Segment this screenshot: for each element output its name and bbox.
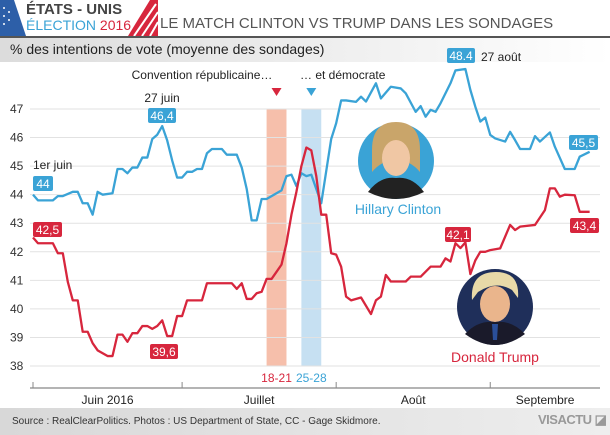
dem-convention-caption: … et démocrate <box>300 68 386 82</box>
clinton-start-value-box <box>33 176 53 191</box>
y-tick-label: 44 <box>10 188 24 202</box>
header: ÉTATS - UNIS ÉLECTION 2016 LE MATCH CLIN… <box>0 0 610 38</box>
clinton-june-value-box <box>148 108 176 123</box>
brand-subtitle: ÉLECTION 2016 <box>26 17 131 33</box>
rep-convention-caption: Convention républicaine… <box>132 68 273 82</box>
month-label: Septembre <box>516 393 575 407</box>
convention-band <box>266 109 287 366</box>
us-flag-icon <box>0 0 26 36</box>
y-axis-label: % des intentions de vote (moyenne des so… <box>10 41 325 57</box>
clinton-end-value-box <box>569 135 598 150</box>
stripes-icon <box>128 0 158 36</box>
clinton-peak-value-box <box>447 48 475 63</box>
clinton-peak-value: 48.4 <box>449 49 473 63</box>
month-label: Juillet <box>244 393 275 407</box>
aug-27-label: 27 août <box>481 50 522 64</box>
y-tick-label: 47 <box>10 102 24 116</box>
y-tick-label: 39 <box>10 330 24 344</box>
trump-low-value-box <box>150 344 178 359</box>
brand-year: 2016 <box>99 17 132 33</box>
page-title: LE MATCH CLINTON VS TRUMP DANS LES SONDA… <box>160 15 554 32</box>
visactu-logo: VISACTU ◪ <box>538 412 607 427</box>
brand-title: ÉTATS - UNIS <box>26 1 123 18</box>
trump-portrait <box>457 269 533 345</box>
clinton-end-value: 45,5 <box>572 136 596 150</box>
clinton-june-value: 46,4 <box>150 109 174 123</box>
trump-aug-value-box <box>445 227 471 242</box>
brand-election: ÉLECTION <box>26 17 97 33</box>
y-tick-label: 45 <box>10 159 24 173</box>
trump-low-value: 39,6 <box>152 345 176 359</box>
clinton-start-value: 44 <box>36 177 50 191</box>
month-label: Juin 2016 <box>82 393 134 407</box>
clinton-portrait <box>358 122 434 199</box>
footer <box>0 408 610 435</box>
month-label: Août <box>401 393 426 407</box>
source-text: Source : RealClearPolitics. Photos : US … <box>12 416 381 427</box>
trump-name-label: Donald Trump <box>451 349 539 365</box>
trump-end-value-box <box>570 218 599 233</box>
convention-band <box>301 109 322 366</box>
y-tick-label: 42 <box>10 245 24 259</box>
first-june-label: 1er juin <box>33 158 72 172</box>
trump-line <box>32 146 590 358</box>
band-date-label: 18-21 <box>261 371 292 385</box>
trump-start-value-box <box>33 222 62 237</box>
convention-marker-icon <box>306 88 317 96</box>
clinton-name-label: Hillary Clinton <box>355 201 441 217</box>
convention-marker-icon <box>271 88 282 96</box>
y-tick-label: 43 <box>10 216 24 230</box>
trump-start-value: 42,5 <box>36 223 60 237</box>
y-tick-label: 38 <box>10 359 24 373</box>
subtitle-bar <box>0 38 610 62</box>
trump-aug-value: 42,1 <box>446 228 470 242</box>
trump-end-value: 43,4 <box>573 219 597 233</box>
y-tick-label: 40 <box>10 302 24 316</box>
june-27-label: 27 juin <box>144 91 179 105</box>
y-tick-label: 41 <box>10 273 24 287</box>
y-tick-label: 46 <box>10 131 24 145</box>
band-date-label: 25-28 <box>296 371 327 385</box>
